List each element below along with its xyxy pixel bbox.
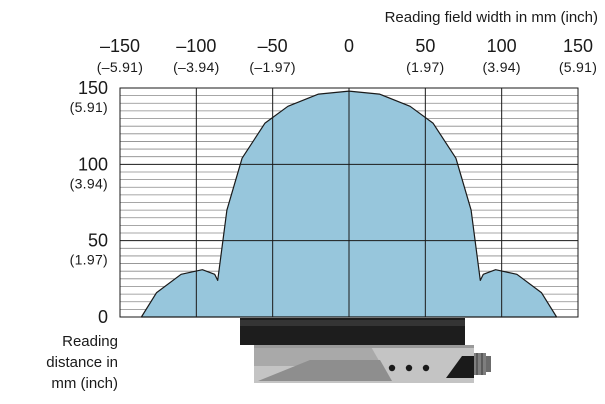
- y-axis-title-line: mm (inch): [51, 375, 118, 392]
- x-tick-label: –100: [176, 36, 216, 56]
- x-tick-label-inch: (–1.97): [249, 59, 295, 75]
- x-tick-label-inch: (–3.94): [173, 59, 219, 75]
- scanner-device-illustration: [240, 318, 491, 383]
- y-axis-title-line: Reading: [62, 333, 118, 350]
- x-tick-label-inch: (3.94): [482, 59, 520, 75]
- y-tick-label: 0: [98, 307, 108, 327]
- y-tick-label-inch: (5.91): [70, 99, 108, 115]
- x-tick-label: 150: [563, 36, 593, 56]
- y-tick-label: 50: [88, 231, 108, 251]
- y-tick-labels: 150(5.91) 100(3.94) 50(1.97) 0: [70, 78, 108, 327]
- x-tick-label-inch: (1.97): [406, 59, 444, 75]
- x-tick-label-inch: (5.91): [559, 59, 597, 75]
- x-tick-label: 0: [344, 36, 354, 56]
- x-tick-label-inch: (–5.91): [97, 59, 143, 75]
- y-tick-label: 150: [78, 78, 108, 98]
- x-tick-label: –150: [100, 36, 140, 56]
- x-tick-label: 50: [415, 36, 435, 56]
- y-tick-label-inch: (3.94): [70, 175, 108, 191]
- y-axis-title: Reading distance in mm (inch): [46, 333, 118, 392]
- y-tick-label: 100: [78, 154, 108, 174]
- major-gridlines: [120, 88, 578, 317]
- x-tick-labels: –150 (–5.91) –100 (–3.94) –50 (–1.97) 0 50 (1.97…: [97, 36, 597, 75]
- y-axis-title-line: distance in: [46, 354, 118, 371]
- x-tick-label: –50: [258, 36, 288, 56]
- y-tick-label-inch: (1.97): [70, 252, 108, 268]
- plot-frame: [119, 87, 579, 318]
- x-tick-label: 100: [487, 36, 517, 56]
- x-axis-title: Reading field width in mm (inch): [385, 9, 598, 26]
